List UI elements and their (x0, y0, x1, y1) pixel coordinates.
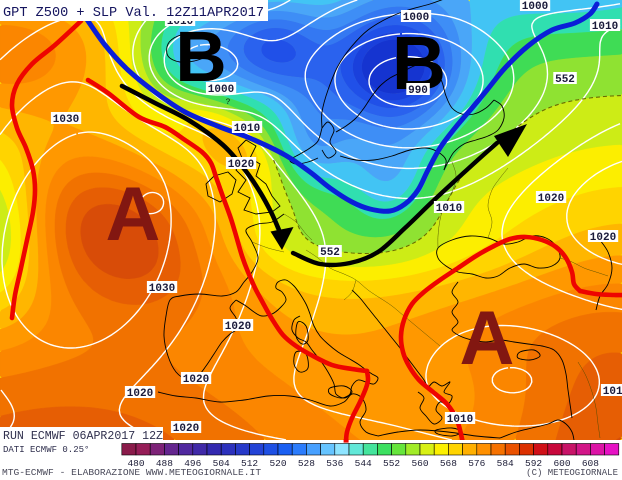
svg-text:(C) METEOGIORNALE: (C) METEOGIORNALE (526, 468, 618, 478)
svg-text:544: 544 (355, 458, 372, 469)
svg-text:552: 552 (320, 247, 340, 259)
svg-text:A: A (106, 172, 161, 257)
svg-text:488: 488 (156, 458, 173, 469)
svg-text:?: ? (226, 98, 231, 107)
svg-text:1000: 1000 (522, 1, 548, 13)
svg-text:990: 990 (408, 85, 428, 97)
svg-text:1030: 1030 (53, 114, 79, 126)
svg-text:RUN ECMWF 06APR2017 12Z: RUN ECMWF 06APR2017 12Z (3, 430, 163, 443)
svg-text:512: 512 (241, 458, 258, 469)
svg-text:1010: 1010 (603, 386, 622, 398)
svg-text:584: 584 (497, 458, 514, 469)
svg-text:MTG-ECMWF - ELABORAZIONE WWW.M: MTG-ECMWF - ELABORAZIONE WWW.METEOGIORNA… (2, 467, 261, 478)
svg-text:1020: 1020 (127, 388, 153, 400)
svg-text:1030: 1030 (149, 283, 175, 295)
svg-text:1010: 1010 (447, 414, 473, 426)
svg-text:600: 600 (553, 458, 570, 469)
svg-text:A: A (460, 296, 515, 381)
svg-text:1000: 1000 (403, 12, 429, 24)
svg-text:1020: 1020 (173, 423, 199, 435)
svg-text:560: 560 (411, 458, 428, 469)
svg-text:552: 552 (555, 74, 575, 86)
svg-text:608: 608 (582, 458, 599, 469)
svg-text:1000: 1000 (208, 84, 234, 96)
svg-text:576: 576 (468, 458, 485, 469)
svg-text:1010: 1010 (234, 123, 260, 135)
svg-text:1020: 1020 (590, 232, 616, 244)
svg-text:592: 592 (525, 458, 542, 469)
svg-text:520: 520 (269, 458, 286, 469)
svg-text:568: 568 (440, 458, 457, 469)
svg-text:480: 480 (127, 458, 144, 469)
svg-text:1020: 1020 (228, 159, 254, 171)
svg-text:1010: 1010 (592, 21, 618, 33)
svg-text:496: 496 (184, 458, 201, 469)
svg-text:DATI ECMWF 0.25°: DATI ECMWF 0.25° (3, 445, 89, 455)
svg-text:1020: 1020 (538, 193, 564, 205)
svg-text:1020: 1020 (225, 321, 251, 333)
svg-text:536: 536 (326, 458, 343, 469)
svg-text:504: 504 (213, 458, 230, 469)
svg-text:552: 552 (383, 458, 400, 469)
svg-text:GPT Z500 + SLP Val. 12Z11APR20: GPT Z500 + SLP Val. 12Z11APR2017 (3, 6, 264, 21)
svg-text:1020: 1020 (183, 374, 209, 386)
svg-text:528: 528 (298, 458, 315, 469)
svg-text:1010: 1010 (436, 203, 462, 215)
